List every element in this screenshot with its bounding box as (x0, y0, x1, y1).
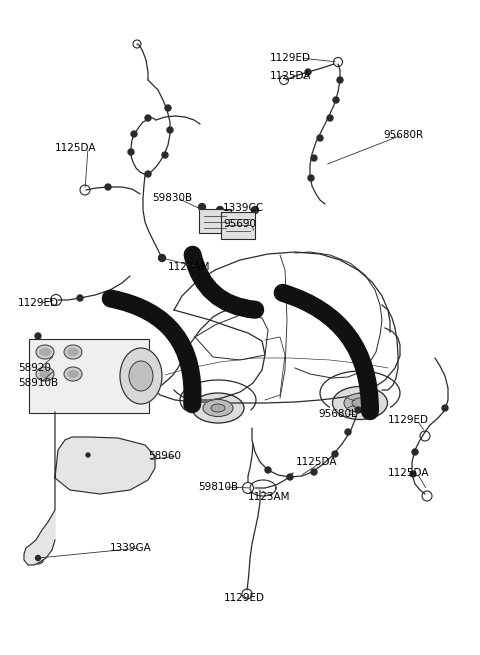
Text: 95680R: 95680R (383, 130, 423, 140)
Text: 1125DA: 1125DA (388, 468, 430, 478)
Circle shape (410, 471, 416, 477)
Circle shape (77, 295, 83, 301)
Ellipse shape (40, 371, 50, 377)
Text: 1339CC: 1339CC (223, 203, 264, 213)
FancyBboxPatch shape (29, 339, 149, 413)
Ellipse shape (36, 367, 54, 381)
Circle shape (216, 206, 224, 214)
Ellipse shape (40, 348, 50, 356)
Polygon shape (24, 478, 55, 565)
Text: 58920: 58920 (18, 363, 51, 373)
Circle shape (165, 105, 171, 111)
Circle shape (32, 552, 44, 564)
Circle shape (252, 206, 259, 214)
Polygon shape (55, 412, 155, 494)
Circle shape (311, 469, 317, 475)
Text: 95690: 95690 (223, 219, 256, 229)
Text: 95680L: 95680L (318, 409, 357, 419)
Text: 1129ED: 1129ED (18, 298, 59, 308)
Ellipse shape (64, 367, 82, 381)
Circle shape (199, 204, 205, 210)
Circle shape (332, 451, 338, 457)
Text: 1125DA: 1125DA (296, 457, 337, 467)
Circle shape (145, 171, 151, 177)
Circle shape (128, 149, 134, 155)
Circle shape (345, 429, 351, 435)
Circle shape (265, 467, 271, 473)
Text: 1129ED: 1129ED (270, 53, 311, 63)
Ellipse shape (64, 345, 82, 359)
FancyBboxPatch shape (221, 212, 255, 239)
Ellipse shape (344, 394, 376, 413)
Ellipse shape (211, 404, 225, 412)
Text: 1123AM: 1123AM (168, 262, 211, 272)
Ellipse shape (120, 348, 162, 404)
Circle shape (442, 405, 448, 411)
Ellipse shape (192, 393, 244, 423)
Circle shape (35, 333, 41, 339)
Circle shape (333, 97, 339, 103)
Ellipse shape (68, 348, 78, 356)
Text: 1129ED: 1129ED (224, 593, 265, 603)
Circle shape (305, 69, 311, 75)
Circle shape (317, 135, 323, 141)
Circle shape (355, 407, 361, 413)
Circle shape (327, 115, 333, 121)
Circle shape (145, 115, 151, 121)
Text: 1125DA: 1125DA (270, 71, 312, 81)
Circle shape (412, 449, 418, 455)
Ellipse shape (36, 345, 54, 359)
Text: 58910B: 58910B (18, 378, 58, 388)
Text: 1125DA: 1125DA (55, 143, 96, 153)
Text: 1339GA: 1339GA (110, 543, 152, 553)
Circle shape (311, 155, 317, 161)
Circle shape (83, 450, 93, 460)
Text: 59810B: 59810B (198, 482, 238, 492)
Circle shape (287, 474, 293, 480)
Circle shape (105, 184, 111, 190)
Ellipse shape (129, 361, 153, 391)
Circle shape (158, 255, 166, 261)
Circle shape (36, 555, 40, 561)
Text: 1129ED: 1129ED (388, 415, 429, 425)
Circle shape (337, 77, 343, 83)
Circle shape (86, 453, 90, 457)
Text: 1123AM: 1123AM (248, 492, 290, 502)
Ellipse shape (352, 398, 368, 408)
Ellipse shape (68, 371, 78, 377)
Text: 59830B: 59830B (152, 193, 192, 203)
Circle shape (308, 175, 314, 181)
FancyBboxPatch shape (199, 209, 231, 233)
Circle shape (162, 152, 168, 158)
Circle shape (167, 127, 173, 133)
Ellipse shape (203, 400, 233, 417)
Ellipse shape (333, 386, 387, 419)
Circle shape (131, 131, 137, 137)
Text: 58960: 58960 (148, 451, 181, 461)
